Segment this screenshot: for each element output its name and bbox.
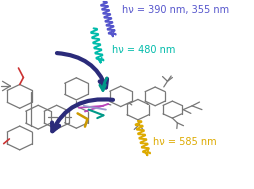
Text: hν = 480 nm: hν = 480 nm bbox=[112, 45, 176, 55]
Text: hν = 585 nm: hν = 585 nm bbox=[153, 137, 216, 147]
Text: hν = 390 nm, 355 nm: hν = 390 nm, 355 nm bbox=[122, 5, 229, 15]
